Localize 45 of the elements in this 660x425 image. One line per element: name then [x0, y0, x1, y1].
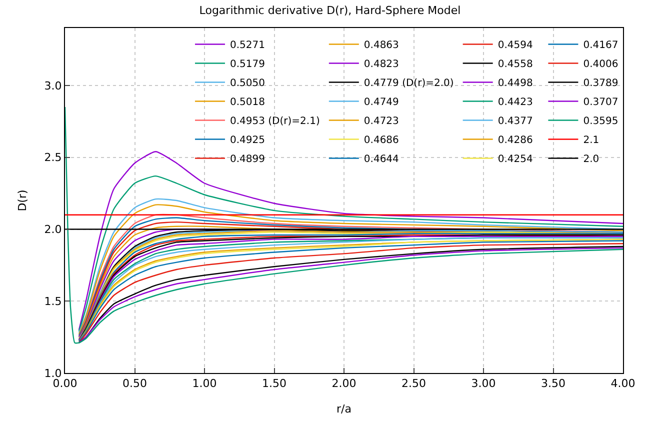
y-tick-label: 3.0: [44, 79, 62, 92]
x-tick-label: 3.00: [471, 377, 496, 390]
x-tick-label: 2.00: [332, 377, 356, 390]
legend-label: 0.4863: [364, 40, 399, 52]
legend-label: 0.3595: [583, 116, 618, 128]
legend-label: 2.0: [583, 154, 600, 166]
legend-label: 0.4899: [230, 154, 265, 166]
legend-label: 0.4686: [364, 135, 399, 146]
x-tick-label: 4.00: [610, 377, 636, 390]
legend-label: 0.4254: [498, 154, 533, 166]
legend-label: 0.5179: [230, 59, 265, 70]
legend-label: 0.4377: [498, 116, 533, 128]
chart-title: Logarithmic derivative D(r), Hard-Sphere Model: [199, 4, 461, 18]
legend-label: 0.4644: [364, 154, 399, 166]
legend-label: 0.4423: [498, 97, 533, 108]
y-tick-label: 2.5: [44, 151, 62, 164]
y-tick-label: 2.0: [44, 223, 62, 236]
legend-label: 0.5018: [230, 97, 265, 108]
legend-label: 0.4953 (D(r)=2.1): [230, 116, 320, 128]
y-tick-label: 1.5: [44, 294, 62, 308]
legend-label: 0.4779 (D(r)=2.0): [364, 78, 454, 90]
legend-label: 0.4286: [498, 135, 533, 146]
legend-label: 2.1: [583, 135, 600, 146]
x-tick-label: 1.00: [192, 377, 217, 390]
legend-label: 0.4594: [498, 40, 533, 52]
x-tick-label: 1.50: [262, 377, 286, 390]
legend-label: 0.4006: [583, 59, 618, 70]
x-tick-label: 0.50: [122, 377, 147, 390]
legend-label: 0.3789: [583, 78, 618, 90]
y-axis-title: D(r): [16, 190, 29, 212]
legend-label: 0.5050: [230, 78, 265, 90]
legend-label: 0.4558: [498, 59, 533, 70]
legend-label: 0.4498: [498, 78, 533, 90]
x-tick-label: 2.50: [402, 377, 426, 390]
legend-label: 0.4749: [364, 97, 399, 108]
y-tick-label: 1.0: [44, 366, 62, 380]
legend-label: 0.4723: [364, 116, 399, 128]
x-axis-title: r/a: [336, 402, 352, 416]
legend-label: 0.3707: [583, 97, 618, 108]
legend-label: 0.4823: [364, 59, 399, 70]
legend-label: 0.4167: [583, 40, 618, 52]
legend-label: 0.4925: [230, 135, 265, 146]
legend-label: 0.5271: [230, 40, 265, 52]
x-tick-label: 0.00: [52, 377, 78, 390]
x-tick-label: 3.50: [541, 377, 566, 390]
